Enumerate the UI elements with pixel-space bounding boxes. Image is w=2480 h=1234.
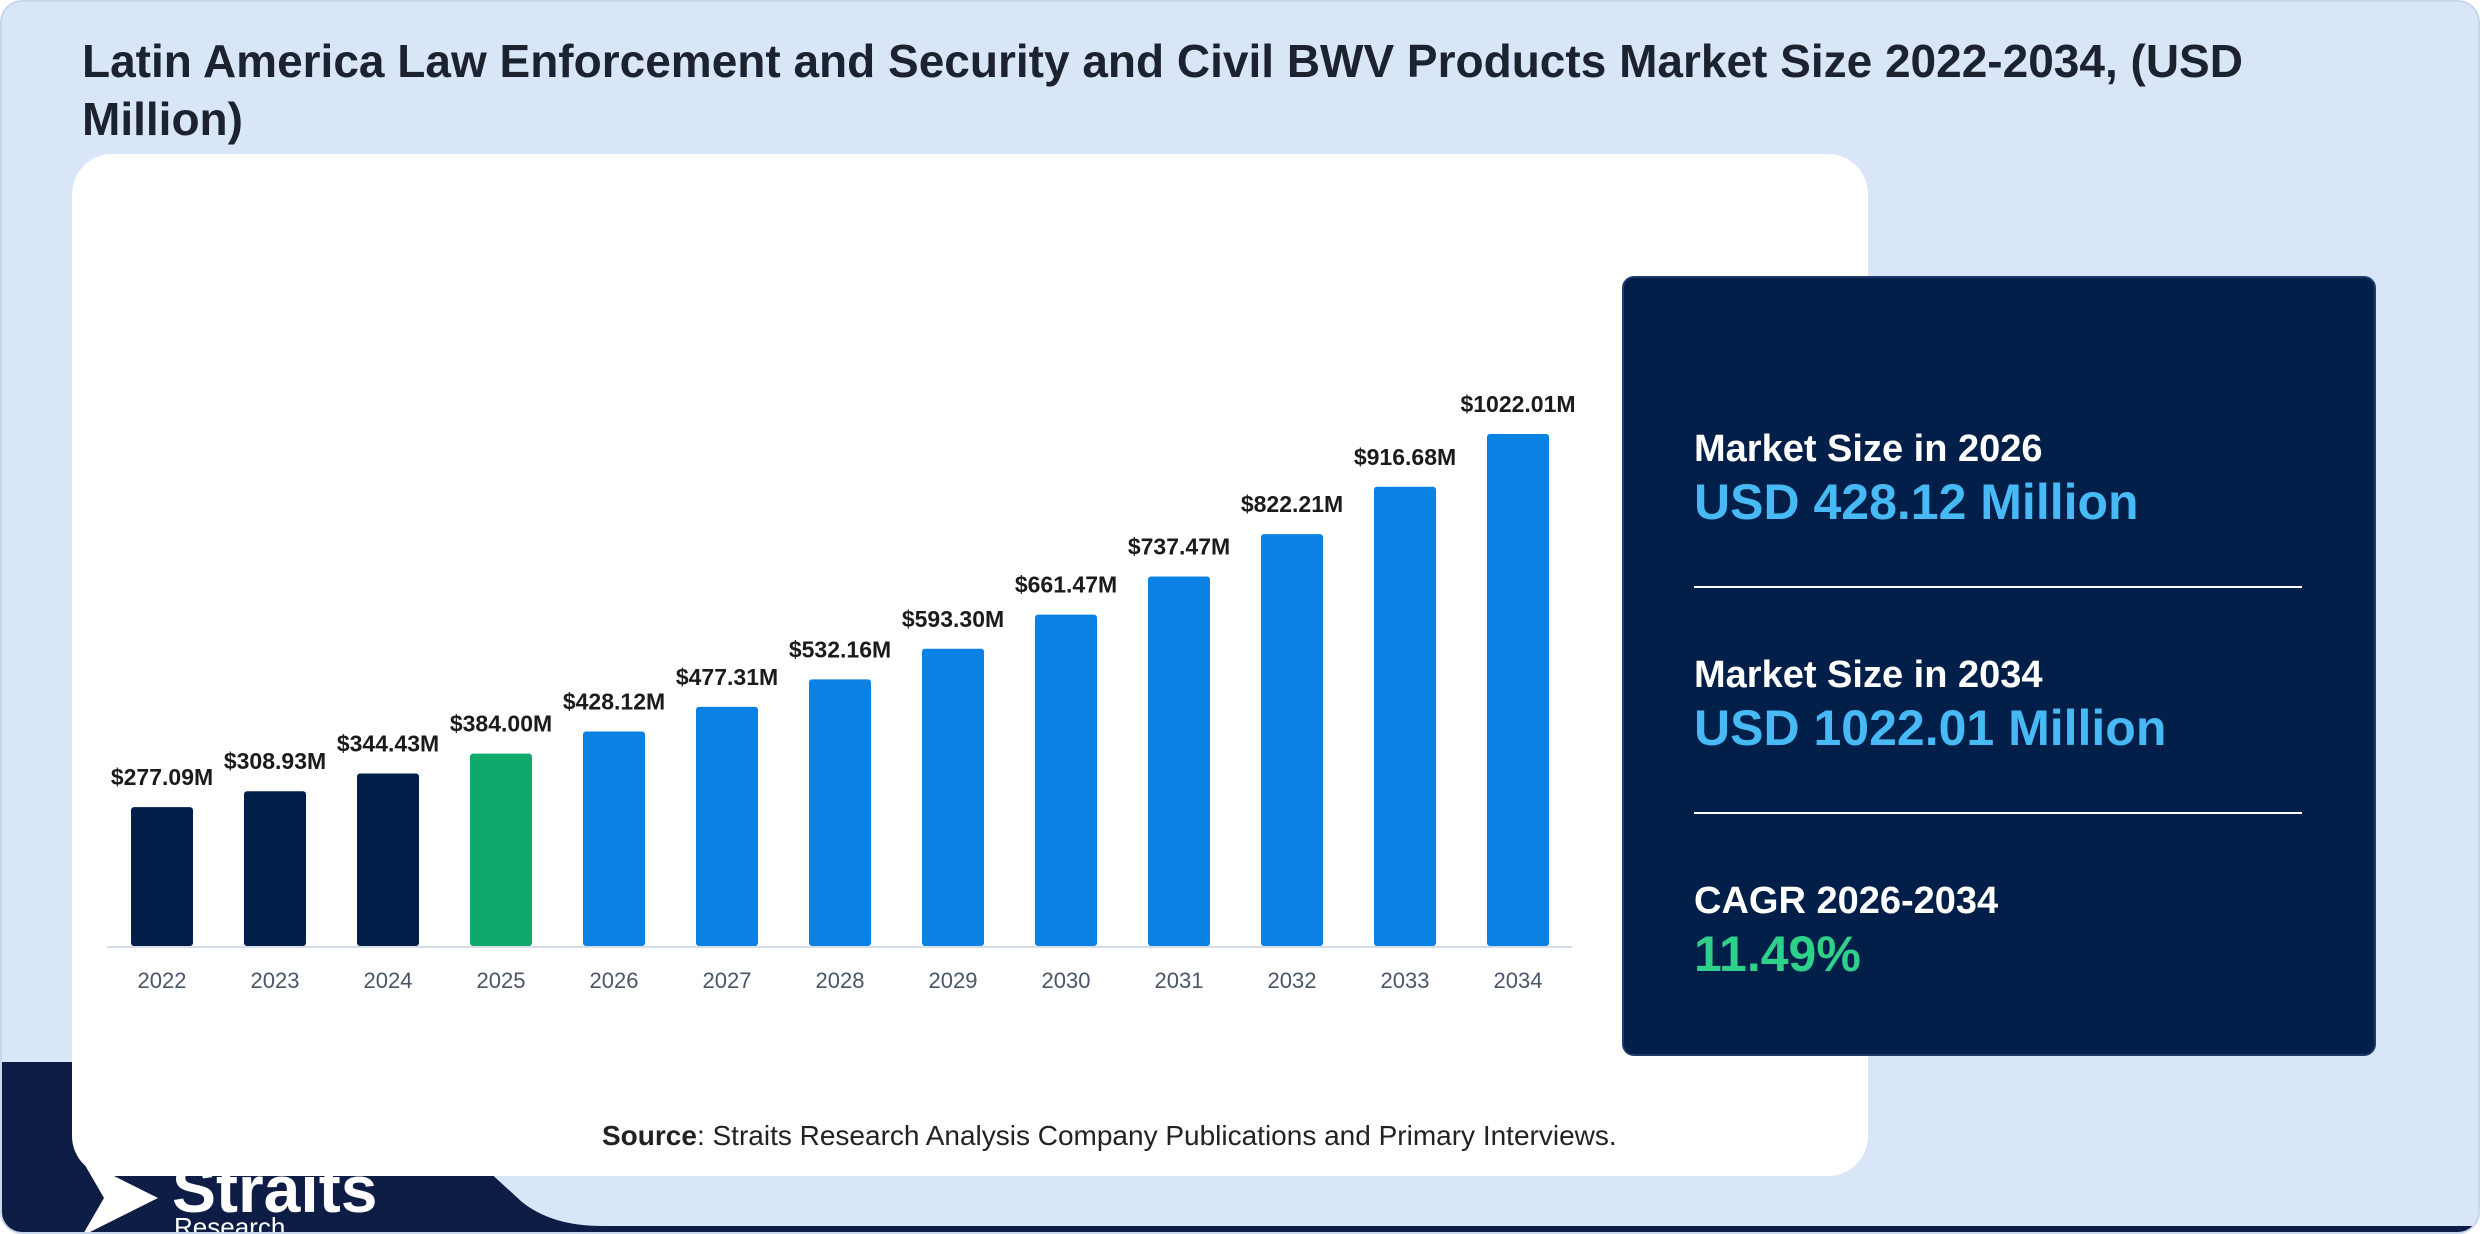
info-value: 11.49% (1694, 926, 1861, 982)
market-size-2026-block: Market Size in 2026 USD 428.12 Million (1694, 426, 2139, 532)
divider (1694, 586, 2302, 588)
bar-2026 (583, 731, 645, 946)
source-text: : Straits Research Analysis Company Publ… (696, 1120, 1617, 1151)
info-panel: Market Size in 2026 USD 428.12 Million M… (1622, 276, 2376, 1056)
data-label-2028: $532.16M (789, 636, 891, 662)
x-tick-label-2022: 2022 (138, 968, 187, 993)
data-label-2025: $384.00M (450, 711, 552, 737)
cagr-block: CAGR 2026-2034 11.49% (1694, 878, 1998, 984)
bar-2023 (244, 791, 306, 946)
bar-2025 (470, 753, 532, 946)
info-value: USD 428.12 Million (1694, 474, 2139, 530)
x-tick-label-2023: 2023 (251, 968, 300, 993)
bar-2033 (1374, 486, 1436, 946)
x-tick-label-2025: 2025 (477, 968, 526, 993)
market-size-2034-block: Market Size in 2034 USD 1022.01 Million (1694, 652, 2166, 758)
x-tick-label-2031: 2031 (1155, 968, 1204, 993)
info-label: CAGR 2026-2034 (1694, 880, 1999, 922)
source-note: Source: Straits Research Analysis Compan… (602, 1120, 1802, 1152)
info-label: Market Size in 2034 (1694, 654, 2043, 696)
bar-2034 (1487, 434, 1549, 946)
bar-2029 (922, 648, 984, 946)
x-tick-label-2027: 2027 (703, 968, 752, 993)
x-tick-label-2032: 2032 (1268, 968, 1317, 993)
data-label-2026: $428.12M (563, 689, 665, 715)
bar-chart: $277.09M 2022 $308.93M 2023 $344.43M 2024 $384… (107, 391, 1576, 993)
bar-2024 (357, 773, 419, 946)
data-label-2030: $661.47M (1015, 572, 1117, 598)
data-label-2034: $1022.01M (1460, 391, 1575, 417)
x-tick-label-2029: 2029 (929, 968, 978, 993)
info-label: Market Size in 2026 (1694, 428, 2043, 470)
data-label-2024: $344.43M (337, 730, 439, 756)
x-tick-label-2026: 2026 (590, 968, 639, 993)
data-label-2031: $737.47M (1128, 534, 1230, 560)
straits-logo: Straits Research (82, 1154, 402, 1234)
info-value: USD 1022.01 Million (1694, 700, 2167, 756)
data-label-2027: $477.31M (676, 664, 778, 690)
data-label-2029: $593.30M (902, 606, 1004, 632)
bar-2030 (1035, 614, 1097, 946)
x-tick-label-2034: 2034 (1494, 968, 1543, 993)
x-tick-label-2024: 2024 (364, 968, 413, 993)
x-tick-label-2030: 2030 (1042, 968, 1091, 993)
bar-2028 (809, 679, 871, 946)
bar-2032 (1261, 534, 1323, 946)
data-label-2023: $308.93M (224, 748, 326, 774)
page-title: Latin America Law Enforcement and Securi… (82, 35, 2243, 145)
logo-sub: Research (174, 1212, 286, 1234)
x-tick-label-2033: 2033 (1381, 968, 1430, 993)
data-label-2033: $916.68M (1354, 444, 1456, 470)
data-label-2032: $822.21M (1241, 491, 1343, 517)
data-label-2022: $277.09M (111, 764, 213, 790)
straits-logo-icon (82, 1160, 158, 1232)
bar-2031 (1148, 576, 1210, 946)
divider (1694, 812, 2302, 814)
bar-2022 (131, 807, 193, 946)
source-label: Source (602, 1120, 697, 1151)
chart-card: $277.09M 2022 $308.93M 2023 $344.43M 2024 $384… (72, 154, 1868, 1176)
bar-2027 (696, 706, 758, 946)
logo-name: Straits (172, 1152, 378, 1226)
x-tick-label-2028: 2028 (816, 968, 865, 993)
